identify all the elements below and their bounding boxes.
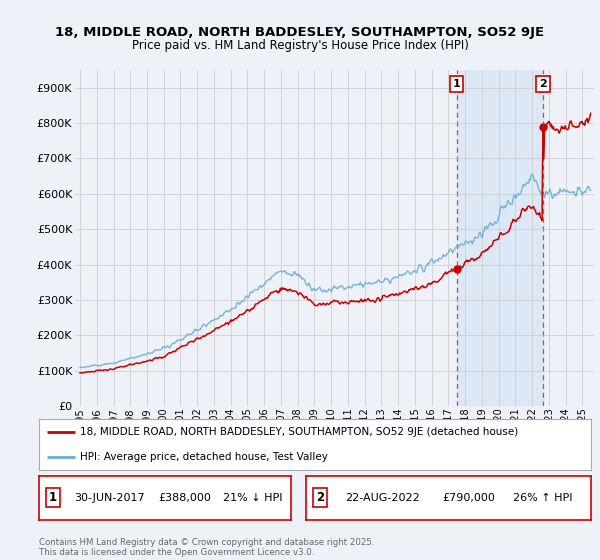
Text: £388,000: £388,000 (159, 493, 212, 503)
Text: HPI: Average price, detached house, Test Valley: HPI: Average price, detached house, Test… (80, 452, 328, 462)
Text: 21% ↓ HPI: 21% ↓ HPI (223, 493, 283, 503)
Text: 26% ↑ HPI: 26% ↑ HPI (513, 493, 572, 503)
Text: 18, MIDDLE ROAD, NORTH BADDESLEY, SOUTHAMPTON, SO52 9JE (detached house): 18, MIDDLE ROAD, NORTH BADDESLEY, SOUTHA… (80, 427, 518, 437)
Text: 1: 1 (49, 491, 57, 505)
Text: 1: 1 (453, 79, 461, 89)
Text: 2: 2 (539, 79, 547, 89)
Text: Price paid vs. HM Land Registry's House Price Index (HPI): Price paid vs. HM Land Registry's House … (131, 39, 469, 53)
Text: 22-AUG-2022: 22-AUG-2022 (346, 493, 421, 503)
Bar (457, 70, 543, 406)
Text: Contains HM Land Registry data © Crown copyright and database right 2025.
This d: Contains HM Land Registry data © Crown c… (39, 538, 374, 557)
Text: 30-JUN-2017: 30-JUN-2017 (74, 493, 145, 503)
Text: 2: 2 (316, 491, 325, 505)
Text: 18, MIDDLE ROAD, NORTH BADDESLEY, SOUTHAMPTON, SO52 9JE: 18, MIDDLE ROAD, NORTH BADDESLEY, SOUTHA… (55, 26, 545, 39)
Text: £790,000: £790,000 (442, 493, 495, 503)
